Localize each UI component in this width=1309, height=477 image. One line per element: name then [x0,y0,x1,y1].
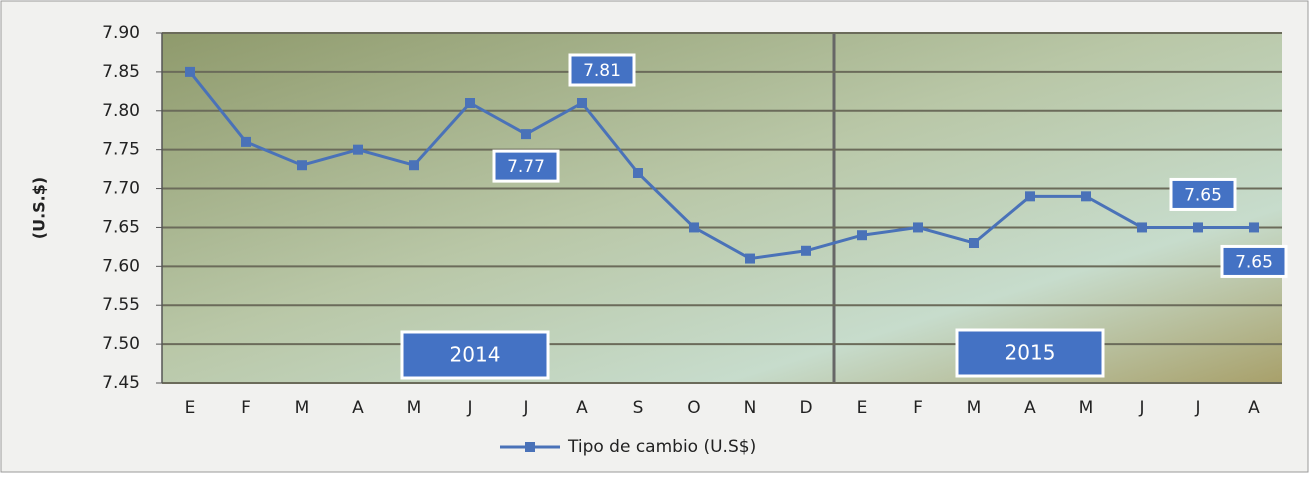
y-tick-label: 7.45 [102,373,140,393]
data-label: 7.81 [583,61,621,81]
data-point [409,160,419,170]
data-point [689,222,699,232]
y-tick-label: 7.60 [102,256,140,276]
x-tick-label: S [633,398,644,418]
data-point [1025,191,1035,201]
data-point [577,98,587,108]
x-tick-label: N [744,398,757,418]
y-tick-label: 7.85 [102,62,140,82]
x-tick-label: M [967,398,982,418]
data-label: 2014 [450,343,501,367]
x-tick-label: J [522,398,528,418]
y-tick-label: 7.65 [102,217,140,237]
x-tick-label: D [799,398,812,418]
data-label: 7.65 [1235,252,1273,272]
data-point [297,160,307,170]
data-point [913,222,923,232]
data-point [185,67,195,77]
x-tick-label: M [1079,398,1094,418]
data-point [465,98,475,108]
data-point [241,137,251,147]
x-tick-label: A [576,398,588,418]
data-point [353,145,363,155]
data-label: 7.77 [507,157,545,177]
x-tick-label: A [1248,398,1260,418]
y-tick-label: 7.70 [102,179,140,199]
data-point [745,254,755,264]
x-tick-label: A [352,398,364,418]
x-tick-label: M [295,398,310,418]
x-tick-label: O [687,398,700,418]
data-point [1193,222,1203,232]
x-tick-label: J [1194,398,1200,418]
x-tick-label: F [241,398,251,418]
x-tick-label: A [1024,398,1036,418]
chart: (U.S.$) 7.45 7.50 7.55 7.60 7.65 7.70 7.75 7.80… [0,0,1309,473]
data-point [857,230,867,240]
data-point [801,246,811,256]
legend-marker [525,442,535,452]
y-axis-label: (U.S.$) [30,177,49,239]
x-tick-label: J [1138,398,1144,418]
plot-area [162,33,1282,383]
data-label: 7.65 [1184,185,1222,205]
x-tick-label: F [913,398,923,418]
data-point [1137,222,1147,232]
x-tick-label: E [185,398,196,418]
y-tick-label: 7.75 [102,140,140,160]
data-point [1081,191,1091,201]
y-tick-label: 7.90 [102,23,140,43]
y-tick-label: 7.55 [102,295,140,315]
data-point [521,129,531,139]
data-point [969,238,979,248]
x-tick-label: J [466,398,472,418]
data-point [1249,222,1259,232]
x-tick-label: M [407,398,422,418]
y-tick-label: 7.80 [102,101,140,121]
data-point [633,168,643,178]
data-label: 2015 [1005,341,1056,365]
y-tick-label: 7.50 [102,334,140,354]
legend-label: Tipo de cambio (U.S$) [567,437,756,457]
x-tick-label: E [857,398,868,418]
